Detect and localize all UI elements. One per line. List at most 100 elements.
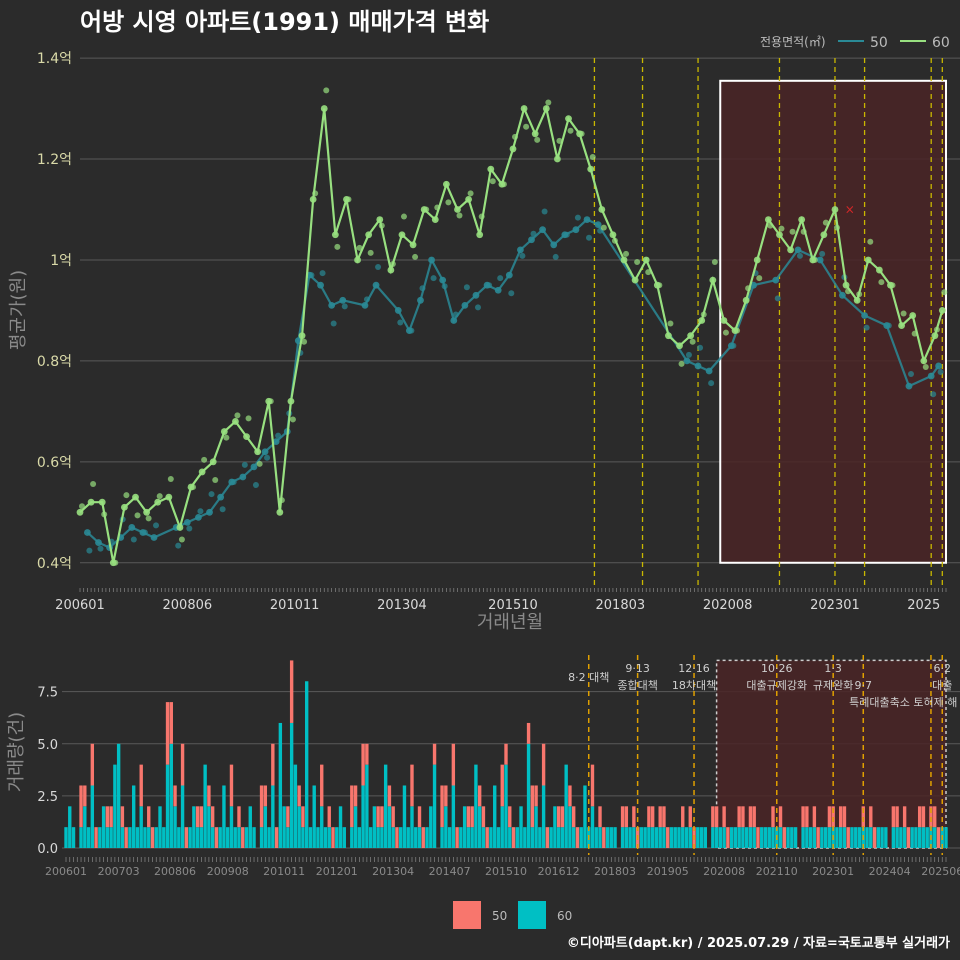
price-scatter-60 xyxy=(711,258,718,265)
volume-legend: 50 60 xyxy=(453,901,572,929)
volume-bar-60 xyxy=(466,827,471,848)
price-scatter-60 xyxy=(833,224,840,231)
price-point-50 xyxy=(95,539,102,546)
volume-x-ticks: 200601 200703 200806 200908 201011 201201 2013… xyxy=(45,857,960,878)
price-point-60 xyxy=(376,216,384,223)
volume-x-tick-label: 202008 xyxy=(703,865,745,878)
price-scatter-50 xyxy=(308,272,315,279)
price-point-60 xyxy=(820,231,828,239)
volume-annotation-label: 대출 xyxy=(932,679,952,692)
volume-bar-50 xyxy=(647,806,651,828)
price-point-50 xyxy=(935,362,942,370)
price-scatter-50 xyxy=(796,252,803,259)
price-scatter-60 xyxy=(767,222,774,229)
volume-bar-50 xyxy=(575,827,580,848)
price-point-60 xyxy=(676,342,683,350)
price-scatter-60 xyxy=(123,492,130,499)
volume-bar-60 xyxy=(357,827,362,848)
price-scatter-50 xyxy=(463,284,470,291)
price-point-50 xyxy=(428,256,435,264)
volume-annotation-date: 10·26 xyxy=(761,662,793,675)
price-point-60 xyxy=(554,155,561,163)
volume-bar-60 xyxy=(282,806,286,848)
volume-bar-60 xyxy=(722,827,726,848)
price-point-60 xyxy=(165,493,173,501)
volume-bar-60 xyxy=(662,827,666,848)
price-policy-lines xyxy=(593,58,943,588)
volume-bar-50 xyxy=(861,806,865,828)
price-scatter-60 xyxy=(267,398,274,405)
price-point-50 xyxy=(816,256,824,264)
price-point-60 xyxy=(720,317,728,324)
volume-bar-60 xyxy=(86,827,91,848)
price-scatter-60 xyxy=(745,285,752,292)
volume-y-tick-label: 7.5 xyxy=(37,686,58,701)
volume-bar-60 xyxy=(628,827,632,848)
price-point-50 xyxy=(927,372,935,380)
volume-y-tick-label: 5.0 xyxy=(37,738,58,753)
price-point-60 xyxy=(898,322,905,329)
price-point-60 xyxy=(698,317,706,324)
price-scatter-50 xyxy=(208,491,215,498)
volume-bar-50 xyxy=(481,806,486,828)
volume-bar-50 xyxy=(466,806,471,828)
volume-bar-50 xyxy=(237,806,241,828)
volume-bar-60 xyxy=(489,827,493,848)
volume-bar-60 xyxy=(237,827,241,848)
volume-bar-50 xyxy=(410,764,414,807)
volume-x-tick-label: 202301 xyxy=(812,865,854,878)
volume-bar-50 xyxy=(327,806,331,828)
price-point-60 xyxy=(232,418,239,425)
volume-bar-60 xyxy=(538,827,542,848)
volume-bar-50 xyxy=(263,785,268,807)
price-scatter-60 xyxy=(345,196,352,203)
volume-bar-60 xyxy=(79,827,83,848)
price-point-50 xyxy=(461,301,469,309)
price-point-60 xyxy=(320,105,328,112)
price-point-60 xyxy=(76,508,84,516)
volume-bar-50 xyxy=(331,827,335,848)
price-legend-title: 전용면적(㎡) xyxy=(760,35,826,49)
price-point-50 xyxy=(572,226,580,234)
price-point-60 xyxy=(587,165,595,173)
volume-bar-60 xyxy=(572,827,576,848)
volume-bar-60 xyxy=(880,827,884,848)
volume-bar-60 xyxy=(515,827,519,848)
volume-bar-60 xyxy=(778,827,783,848)
price-point-60 xyxy=(938,307,946,314)
price-point-60 xyxy=(542,105,550,112)
volume-bar-50 xyxy=(726,827,730,848)
volume-bar-60 xyxy=(827,827,832,848)
volume-bar-60 xyxy=(462,806,467,848)
volume-bar-60 xyxy=(192,806,196,848)
price-scatter-60 xyxy=(356,244,363,251)
price-scatter-60 xyxy=(90,481,97,488)
price-point-50 xyxy=(505,271,513,279)
price-scatter-50 xyxy=(552,253,559,260)
volume-bar-50 xyxy=(624,806,629,828)
volume-bar-60 xyxy=(429,806,433,848)
volume-bar-60 xyxy=(869,827,873,848)
volume-bar-50 xyxy=(139,764,143,807)
price-scatter-60 xyxy=(578,130,585,137)
volume-bar-50 xyxy=(530,785,535,828)
price-point-60 xyxy=(365,231,373,239)
volume-bar-50 xyxy=(444,785,448,807)
volume-bar-50 xyxy=(598,806,602,828)
volume-bar-60 xyxy=(760,827,764,848)
volume-bar-60 xyxy=(925,827,929,848)
volume-bar-60 xyxy=(132,785,136,848)
price-point-50 xyxy=(683,357,691,365)
volume-bar-50 xyxy=(120,806,125,828)
volume-bar-60 xyxy=(921,827,926,848)
volume-bar-50 xyxy=(165,702,170,765)
volume-bar-50 xyxy=(722,806,726,828)
volume-bar-60 xyxy=(786,827,790,848)
price-scatter-60 xyxy=(689,338,696,345)
volume-x-tick-label: 202404 xyxy=(869,865,911,878)
price-scatter-50 xyxy=(153,522,160,529)
volume-bar-60 xyxy=(917,827,922,848)
price-point-60 xyxy=(209,458,217,466)
price-y-ticks: 0.4억 0.6억 0.8억 1억 1.2억 1.4억 xyxy=(37,51,72,572)
volume-bar-60 xyxy=(508,827,512,848)
